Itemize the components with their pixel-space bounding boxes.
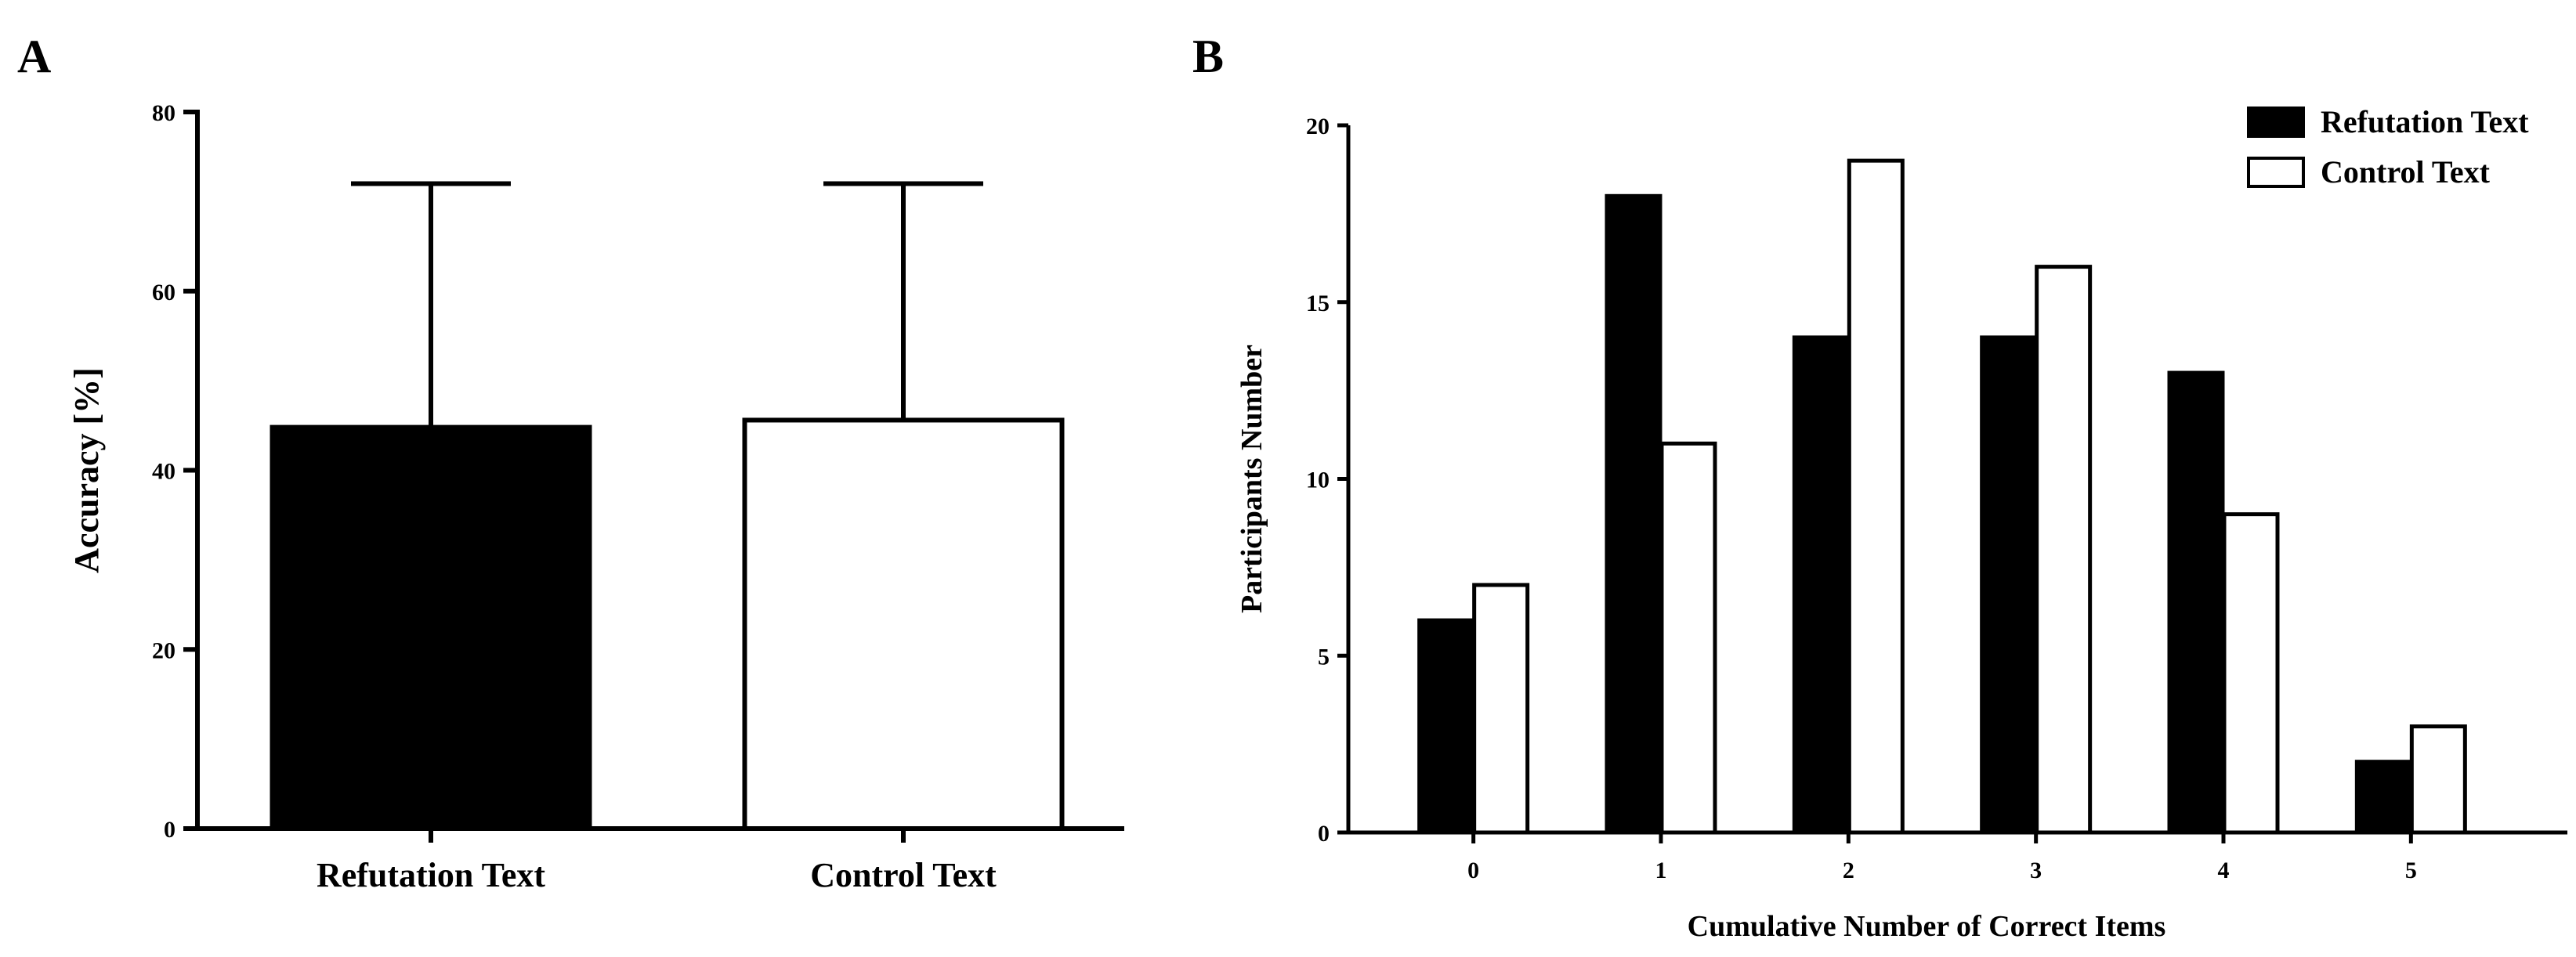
- x-tick-label-b: 2: [1843, 858, 1854, 883]
- bar-refutation-text-4: [2167, 370, 2225, 835]
- y-tick-label-a: 0: [164, 817, 175, 843]
- legend-swatch-refutation-text: [2247, 107, 2305, 138]
- y-tick-label-a: 40: [152, 459, 175, 485]
- bar-refutation-text-0: [1417, 618, 1475, 835]
- bar-control-text-5: [2409, 724, 2467, 835]
- y-tick-label-b: 0: [1318, 821, 1330, 847]
- x-tick-label-b: 1: [1655, 858, 1667, 883]
- y-tick-label-b: 15: [1306, 291, 1330, 316]
- y-tick-label-a: 60: [152, 280, 175, 305]
- bar-control-text-2: [1847, 158, 1905, 835]
- x-tick-label-b: 5: [2405, 858, 2417, 883]
- legend-label-control-text: Control Text: [2321, 154, 2491, 190]
- bar-control-text-4: [2222, 512, 2280, 835]
- panel-a-letter: A: [17, 31, 51, 82]
- panel-b-letter: B: [1192, 31, 1224, 82]
- bar-control-text: [742, 417, 1065, 831]
- x-tick-label-b: 0: [1467, 858, 1479, 883]
- bar-refutation-text-3: [1980, 335, 2038, 835]
- y-tick-label-b: 10: [1306, 468, 1330, 493]
- y-axis-title-a: Accuracy [%]: [67, 367, 106, 573]
- y-tick-label-a: 20: [152, 637, 175, 663]
- bar-refutation-text-5: [2354, 760, 2412, 835]
- legend-label-refutation-text: Refutation Text: [2321, 104, 2529, 139]
- legend-swatch-control-text: [2247, 157, 2305, 188]
- y-tick-label-a: 80: [152, 100, 175, 126]
- y-tick-label-b: 5: [1318, 644, 1330, 670]
- bar-refutation-text-2: [1792, 335, 1850, 835]
- bar-control-text-3: [2035, 265, 2093, 835]
- x-category-label-a: Refutation Text: [317, 856, 545, 894]
- x-axis-title-b: Cumulative Number of Correct Items: [1688, 910, 2166, 943]
- chart-b: 0 5 10 15 20 0 1 2 3 4 5 Cumulative Number of Corre…: [1236, 104, 2567, 943]
- bar-control-text-0: [1472, 583, 1530, 835]
- bar-refutation-text-1: [1605, 193, 1662, 835]
- y-axis-title-b: Participants Number: [1236, 345, 1268, 613]
- y-tick-label-b: 20: [1306, 114, 1330, 139]
- x-tick-label-b: 3: [2030, 858, 2042, 883]
- bar-control-text-1: [1659, 441, 1717, 835]
- bar-refutation-text: [270, 424, 592, 831]
- legend-b: Refutation Text Control Text: [2247, 104, 2529, 190]
- x-category-label-a: Control Text: [810, 856, 997, 894]
- chart-a: 0 20 40 60 80 Refutation Text Control Text Accu…: [67, 100, 1124, 894]
- x-tick-label-b: 4: [2218, 858, 2230, 883]
